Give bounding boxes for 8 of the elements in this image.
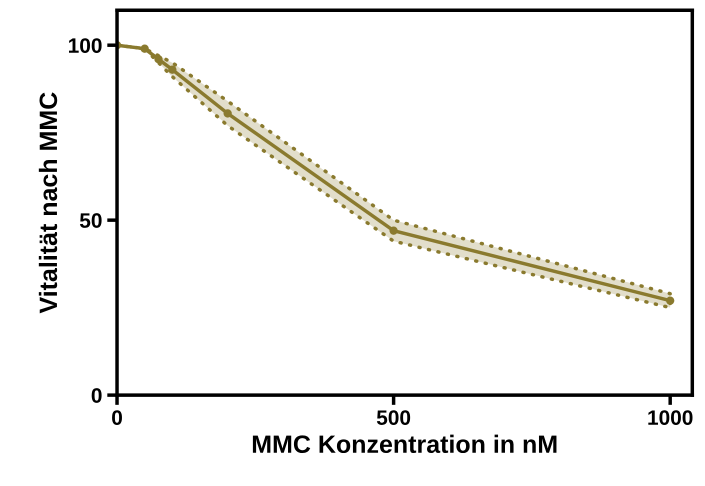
y-tick-label: 50 bbox=[80, 213, 102, 228]
y-tick-label: 100 bbox=[69, 38, 102, 53]
y-axis-title: Vitalität nach MMC bbox=[38, 92, 58, 314]
x-tick-label: 500 bbox=[376, 410, 410, 426]
x-axis-title: MMC Konzentration in nM bbox=[252, 434, 556, 454]
y-tick-label: 0 bbox=[92, 388, 102, 403]
x-tick-label: 1000 bbox=[648, 410, 693, 426]
x-tick-label: 0 bbox=[112, 410, 122, 426]
